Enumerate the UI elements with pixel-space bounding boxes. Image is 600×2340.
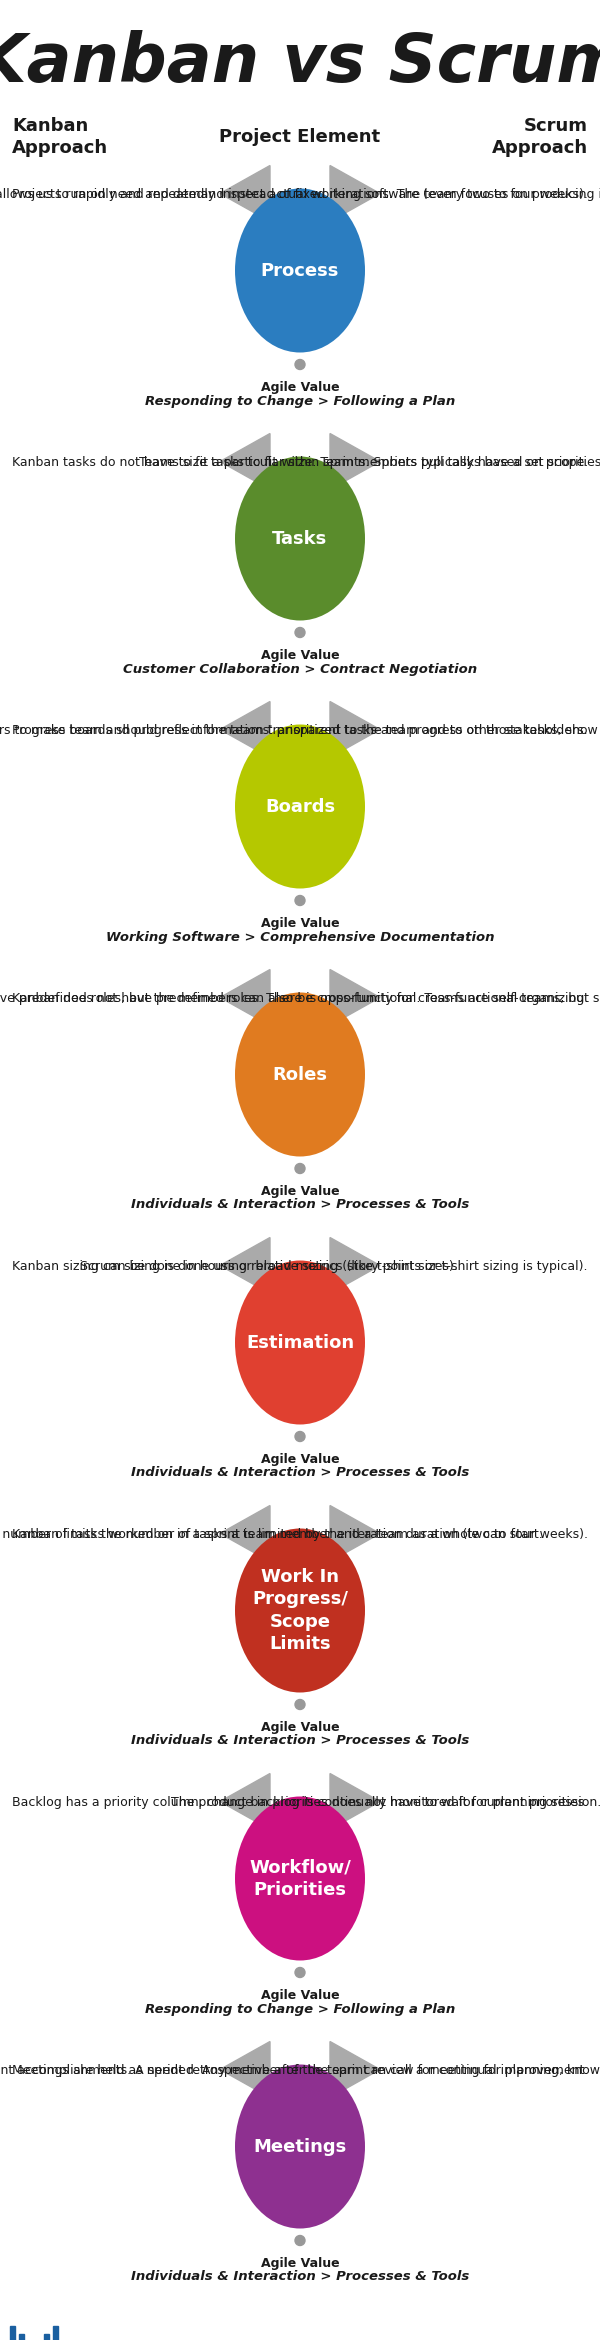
Text: Backlog has a priority column, change in priorities does not have to wait for pl: Backlog has a priority column, change in… bbox=[12, 1797, 600, 1809]
Text: Agile Value: Agile Value bbox=[260, 917, 340, 929]
Ellipse shape bbox=[235, 992, 365, 1156]
Text: Individuals & Interaction > Processes & Tools: Individuals & Interaction > Processes & … bbox=[131, 1198, 469, 1212]
Text: Sprint planning at the beginning of each sprint. Daily scrum for synchronization: Sprint planning at the beginning of each… bbox=[0, 2064, 588, 2078]
Text: Tasks: Tasks bbox=[272, 529, 328, 548]
Polygon shape bbox=[220, 969, 270, 1025]
Ellipse shape bbox=[235, 725, 365, 889]
Ellipse shape bbox=[235, 456, 365, 620]
Text: Meetings: Meetings bbox=[253, 2136, 347, 2155]
Text: Kanban boards can be used as radiators to make team and progress information tra: Kanban boards can be used as radiators t… bbox=[0, 723, 588, 737]
Text: Estimation: Estimation bbox=[246, 1334, 354, 1353]
Circle shape bbox=[295, 360, 305, 370]
Polygon shape bbox=[330, 1505, 380, 1561]
Polygon shape bbox=[220, 1774, 270, 1830]
Circle shape bbox=[295, 1699, 305, 1711]
Text: Kanban vs Scrum: Kanban vs Scrum bbox=[0, 30, 600, 96]
Bar bbox=[44, 2333, 49, 2340]
Text: Individuals & Interaction > Processes & Tools: Individuals & Interaction > Processes & … bbox=[131, 1734, 469, 1748]
Text: Meetings are held as needed. Any member of the team can call a meeting for plann: Meetings are held as needed. Any member … bbox=[12, 2064, 600, 2078]
Text: Boards: Boards bbox=[265, 798, 335, 817]
Ellipse shape bbox=[235, 2064, 365, 2228]
Text: The product backlog is continually monitored for current priorities.: The product backlog is continually monit… bbox=[171, 1797, 588, 1809]
Circle shape bbox=[295, 1968, 305, 1977]
Ellipse shape bbox=[235, 1528, 365, 1692]
Ellipse shape bbox=[235, 190, 365, 353]
Text: Roles: Roles bbox=[272, 1065, 328, 1083]
Text: Kanban limits the number of tasks a team member and a team as a whole can start.: Kanban limits the number of tasks a team… bbox=[12, 1528, 543, 1542]
Text: Scrum sizing is done using relative sizing (story points or t-shirt sizing is ty: Scrum sizing is done using relative sizi… bbox=[80, 1259, 588, 1273]
Bar bbox=[53, 2326, 58, 2340]
Text: Kanban tasks do not have to fit a particular size. Team members pull tasks based: Kanban tasks do not have to fit a partic… bbox=[12, 456, 600, 468]
Text: Agile Value: Agile Value bbox=[260, 1720, 340, 1734]
Bar bbox=[19, 2333, 24, 2340]
Polygon shape bbox=[330, 433, 380, 489]
Text: Teams size tasks to fit within sprints. Sprints typically have a set scope.: Teams size tasks to fit within sprints. … bbox=[139, 456, 588, 468]
Text: Responding to Change > Following a Plan: Responding to Change > Following a Plan bbox=[145, 2003, 455, 2015]
Text: Process: Process bbox=[261, 262, 339, 278]
Polygon shape bbox=[330, 1774, 380, 1830]
Polygon shape bbox=[220, 1505, 270, 1561]
Polygon shape bbox=[220, 1238, 270, 1294]
Text: Agile Value: Agile Value bbox=[260, 1184, 340, 1198]
Text: Responding to Change > Following a Plan: Responding to Change > Following a Plan bbox=[145, 395, 455, 407]
Text: Individuals & Interaction > Processes & Tools: Individuals & Interaction > Processes & … bbox=[131, 1467, 469, 1479]
Text: Work In
Progress/
Scope
Limits: Work In Progress/ Scope Limits bbox=[252, 1568, 348, 1652]
Circle shape bbox=[295, 1163, 305, 1172]
Text: Scrum
Approach: Scrum Approach bbox=[492, 117, 588, 157]
Text: Working Software > Comprehensive Documentation: Working Software > Comprehensive Documen… bbox=[106, 931, 494, 943]
Text: Agile Value: Agile Value bbox=[260, 381, 340, 393]
Ellipse shape bbox=[235, 1797, 365, 1961]
Polygon shape bbox=[330, 1238, 380, 1294]
Polygon shape bbox=[330, 969, 380, 1025]
Circle shape bbox=[295, 1432, 305, 1441]
Circle shape bbox=[295, 896, 305, 906]
Text: Projects run on need and demand instead of fixed iterations. The team focuses on: Projects run on need and demand instead … bbox=[12, 187, 600, 201]
Text: Kanban sizing can be done in hours or broad metrics (like t-shirt sizes).: Kanban sizing can be done in hours or br… bbox=[12, 1259, 458, 1273]
Text: Scrum focuses on delivering the highest business value in the shortest time, typ: Scrum focuses on delivering the highest … bbox=[0, 187, 588, 201]
Text: Agile Value: Agile Value bbox=[260, 648, 340, 662]
Text: Agile Value: Agile Value bbox=[260, 2256, 340, 2270]
Polygon shape bbox=[330, 702, 380, 758]
Text: The number of tasks worked on in a sprint is limited by the iteration duration (: The number of tasks worked on in a sprin… bbox=[0, 1528, 588, 1542]
Polygon shape bbox=[220, 702, 270, 758]
Text: Scrum teams have predefined roles, but the members can also be cross-functional.: Scrum teams have predefined roles, but t… bbox=[0, 992, 588, 1004]
Text: Kanban does not have predefined roles. There is opportunity for cross-functional: Kanban does not have predefined roles. T… bbox=[12, 992, 600, 1004]
Text: Progress boards should reflect the teams' prioritized tasks and progress on thos: Progress boards should reflect the teams… bbox=[12, 723, 600, 737]
Text: Customer Collaboration > Contract Negotiation: Customer Collaboration > Contract Negoti… bbox=[123, 662, 477, 676]
Circle shape bbox=[295, 627, 305, 636]
Ellipse shape bbox=[235, 1261, 365, 1425]
Polygon shape bbox=[220, 2040, 270, 2097]
Text: Project Element: Project Element bbox=[220, 129, 380, 145]
Circle shape bbox=[295, 2235, 305, 2246]
Text: Kanban
Approach: Kanban Approach bbox=[12, 117, 108, 157]
Text: Agile Value: Agile Value bbox=[260, 1989, 340, 2001]
Text: Individuals & Interaction > Processes & Tools: Individuals & Interaction > Processes & … bbox=[131, 2270, 469, 2284]
Text: Agile Value: Agile Value bbox=[260, 1453, 340, 1465]
Polygon shape bbox=[220, 166, 270, 222]
Polygon shape bbox=[330, 166, 380, 222]
Bar bbox=[10, 2326, 15, 2340]
Polygon shape bbox=[220, 433, 270, 489]
Polygon shape bbox=[330, 2040, 380, 2097]
Text: Workflow/
Priorities: Workflow/ Priorities bbox=[249, 1858, 351, 1898]
